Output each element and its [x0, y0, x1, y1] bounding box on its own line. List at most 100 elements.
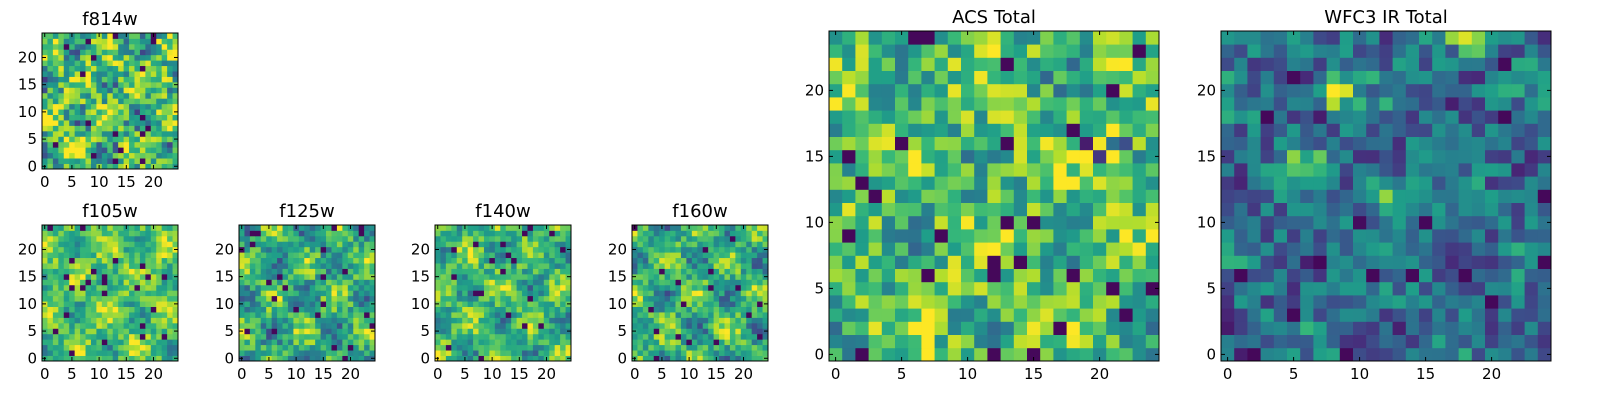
- heatmap-cell: [271, 333, 278, 340]
- heatmap-cell: [680, 295, 687, 302]
- heatmap-cell: [691, 328, 698, 335]
- heatmap-cell: [277, 273, 283, 280]
- heatmap-cell: [1273, 242, 1288, 256]
- heatmap-cell: [1066, 44, 1081, 58]
- heatmap-cell: [1458, 31, 1473, 45]
- heatmap-cell: [467, 306, 474, 313]
- heatmap-cell: [69, 120, 76, 126]
- heatmap-cell: [118, 163, 124, 170]
- heatmap-cell: [462, 284, 469, 291]
- heatmap-cell: [353, 246, 360, 253]
- heatmap-cell: [347, 312, 354, 318]
- heatmap-cell: [1273, 347, 1288, 362]
- heatmap-cell: [123, 279, 130, 286]
- heatmap-cell: [473, 279, 479, 286]
- heatmap-cell: [161, 252, 168, 259]
- heatmap-cell: [842, 347, 856, 362]
- heatmap-cell: [156, 33, 163, 39]
- heatmap-cell: [118, 246, 124, 253]
- heatmap-cell: [167, 350, 173, 356]
- heatmap-cell: [1093, 31, 1107, 45]
- heatmap-cell: [1145, 123, 1160, 137]
- heatmap-cell: [637, 339, 644, 346]
- heatmap-cell: [1458, 57, 1473, 71]
- heatmap-cell: [697, 317, 704, 324]
- heatmap-cell: [112, 76, 119, 83]
- heatmap-cell: [934, 215, 949, 230]
- heatmap-cell: [239, 344, 245, 351]
- heatmap-cell: [1221, 308, 1235, 322]
- heatmap-cell: [63, 92, 70, 99]
- heatmap-cell: [271, 339, 278, 346]
- heatmap-cell: [653, 235, 660, 242]
- heatmap-cell: [445, 225, 452, 231]
- heatmap-cell: [90, 284, 97, 291]
- heatmap-cell: [881, 136, 896, 151]
- heatmap-cell: [139, 158, 146, 164]
- heatmap-cell: [107, 317, 114, 324]
- heatmap-cell: [249, 241, 256, 248]
- heatmap-cell: [659, 306, 666, 313]
- heatmap-cell: [1471, 97, 1486, 111]
- heatmap-cell: [757, 339, 763, 346]
- heatmap-cell: [724, 268, 731, 275]
- y-tick-label: 10: [18, 103, 37, 121]
- heatmap-cell: [298, 355, 305, 362]
- heatmap-cell: [1221, 149, 1235, 164]
- heatmap-cell: [702, 230, 709, 237]
- heatmap-cell: [719, 273, 725, 280]
- heatmap-cell: [118, 141, 124, 148]
- heatmap-cell: [1445, 281, 1459, 296]
- heatmap-cell: [947, 163, 962, 177]
- heatmap-cell: [358, 306, 365, 313]
- heatmap-cell: [1445, 321, 1459, 335]
- heatmap-cell: [532, 350, 539, 356]
- heatmap-cell: [320, 263, 327, 269]
- heatmap-cell: [494, 235, 501, 242]
- heatmap-cell: [1079, 308, 1094, 322]
- heatmap-cell: [58, 317, 65, 324]
- heatmap-cell: [118, 103, 124, 110]
- heatmap-cell: [1524, 321, 1539, 335]
- heatmap-cell: [239, 322, 245, 329]
- heatmap-cell: [565, 241, 572, 248]
- heatmap-cell: [52, 339, 59, 346]
- heatmap-cell: [527, 279, 534, 286]
- heatmap-cell: [1405, 242, 1420, 256]
- heatmap-cell: [161, 81, 168, 88]
- heatmap-cell: [342, 268, 349, 275]
- heatmap-cell: [757, 306, 763, 313]
- heatmap-cell: [1119, 83, 1133, 98]
- heatmap-cell: [266, 301, 273, 307]
- heatmap-cell: [304, 350, 311, 356]
- heatmap-cell: [500, 290, 507, 297]
- heatmap-cell: [1247, 202, 1261, 217]
- heatmap-cell: [1313, 57, 1327, 71]
- heatmap-cell: [1405, 281, 1420, 296]
- heatmap-cell: [881, 202, 896, 217]
- heatmap-cell: [1313, 229, 1327, 243]
- heatmap-cell: [1106, 44, 1120, 58]
- heatmap-cell: [101, 312, 108, 318]
- heatmap-cell: [123, 344, 130, 351]
- heatmap-cell: [167, 306, 173, 313]
- heatmap-cell: [1234, 295, 1248, 309]
- heatmap-cell: [855, 308, 869, 322]
- heatmap-cell: [532, 284, 539, 291]
- heatmap-cell: [1234, 97, 1248, 111]
- heatmap-cell: [691, 257, 698, 264]
- heatmap-cell: [511, 333, 517, 340]
- heatmap-cell: [101, 81, 108, 88]
- heatmap-cell: [63, 312, 70, 318]
- heatmap-cell: [156, 87, 163, 94]
- heatmap-cell: [719, 284, 725, 291]
- heatmap-cell: [161, 60, 168, 67]
- heatmap-cell: [1079, 321, 1094, 335]
- heatmap-cell: [58, 235, 65, 242]
- heatmap-cell: [69, 235, 76, 242]
- heatmap-cell: [1053, 176, 1067, 190]
- heatmap-cell: [101, 136, 108, 143]
- heatmap-cell: [1247, 242, 1261, 256]
- heatmap-cell: [320, 333, 327, 340]
- heatmap-cell: [664, 241, 671, 248]
